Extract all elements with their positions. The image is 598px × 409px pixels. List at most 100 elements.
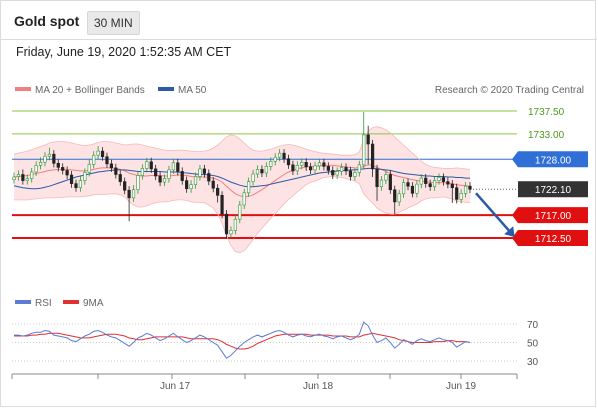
candle	[295, 161, 299, 176]
candle	[371, 139, 375, 178]
candle	[441, 173, 446, 186]
candle	[463, 182, 468, 198]
rsi-panel: 70 50 30	[12, 320, 539, 368]
candle	[362, 112, 366, 169]
candle	[379, 176, 384, 191]
candle	[114, 163, 118, 179]
resistance-label: 1737.50	[528, 107, 565, 118]
candle	[136, 171, 140, 194]
candle	[43, 152, 47, 167]
candle	[202, 164, 206, 178]
x-tick-label: Jun 19	[446, 381, 476, 392]
candle	[123, 177, 127, 195]
candle	[322, 158, 326, 171]
candle	[348, 166, 353, 181]
candle	[415, 180, 419, 198]
candle	[180, 167, 184, 185]
candle	[468, 182, 472, 194]
rsi-9ma-line	[14, 332, 471, 350]
forecast-arrow-line	[475, 192, 513, 235]
candle	[109, 159, 113, 172]
legend-ma20-label: MA 20 + Bollinger Bands	[35, 85, 145, 96]
rsi-tick-label: 30	[527, 357, 539, 368]
candle	[255, 165, 260, 179]
candle	[193, 172, 198, 189]
candle	[127, 186, 131, 222]
candle	[317, 158, 322, 170]
candle	[100, 147, 105, 161]
candle	[384, 170, 388, 185]
candle	[432, 176, 437, 191]
pivot-label: 1728.00	[535, 155, 572, 166]
timestamp: Friday, June 19, 2020 1:52:35 AM CET	[16, 45, 232, 59]
level-lines	[12, 110, 517, 239]
candle	[260, 165, 264, 178]
candle	[304, 158, 308, 171]
legend-rsi-swatch	[15, 300, 31, 304]
support-label: 1717.00	[535, 211, 572, 222]
legend-ma20-swatch	[15, 87, 31, 91]
candle	[331, 166, 335, 180]
x-tick-label: Jun 17	[160, 381, 190, 392]
candle	[158, 171, 162, 187]
candle	[83, 168, 87, 185]
candle	[118, 170, 122, 186]
candle	[69, 170, 74, 188]
candle	[401, 178, 406, 198]
candles	[12, 112, 472, 239]
candle	[74, 179, 78, 192]
candle	[406, 178, 410, 191]
candle	[140, 164, 144, 180]
candle	[273, 153, 277, 166]
time-axis: Jun 17 Jun 18 Jun 19	[11, 373, 518, 392]
candle	[131, 185, 136, 202]
legend-ma50-swatch	[158, 87, 174, 91]
current-price-badge	[518, 181, 588, 198]
candle	[340, 163, 344, 176]
candle	[357, 160, 361, 177]
candle	[410, 182, 415, 198]
candle	[455, 183, 459, 204]
ma50-line	[13, 167, 470, 190]
candle	[388, 170, 392, 194]
candle	[366, 125, 370, 165]
candle	[437, 173, 441, 185]
bollinger-band-fill	[14, 126, 470, 253]
timeframe-button[interactable]: 30 MIN	[87, 11, 140, 35]
candle	[52, 150, 56, 168]
candle	[313, 161, 317, 174]
level-labels: 1737.50 1733.00 1728.00 1722.10 1717.00 1712.…	[512, 107, 588, 246]
rsi-tick-label: 50	[527, 339, 539, 350]
candle	[291, 160, 295, 176]
candle	[428, 179, 432, 191]
resistance-label: 1733.00	[528, 130, 565, 141]
forecast-arrow	[475, 192, 515, 237]
bollinger-band	[14, 126, 470, 253]
candle	[220, 191, 224, 219]
credit-text: Research © 2020 Trading Central	[435, 85, 584, 96]
candle	[105, 152, 109, 168]
candle	[61, 163, 65, 175]
candle	[450, 180, 454, 203]
candle	[419, 173, 423, 189]
candle	[34, 161, 38, 177]
candle	[424, 173, 428, 188]
candle	[25, 174, 29, 185]
current-price-label: 1722.10	[535, 185, 572, 196]
candle	[176, 158, 180, 176]
candle	[269, 157, 273, 171]
candle	[198, 164, 202, 181]
legend-9ma-label: 9MA	[83, 298, 104, 309]
candle	[92, 151, 96, 169]
candle	[300, 158, 304, 170]
candle	[229, 226, 233, 238]
candle	[238, 200, 242, 224]
candle	[171, 158, 175, 174]
forecast-arrow-head	[504, 226, 515, 237]
candle	[335, 167, 339, 180]
instrument-title: Gold spot	[14, 13, 80, 29]
candle	[30, 167, 34, 183]
candle	[207, 169, 211, 186]
candle	[446, 177, 450, 189]
